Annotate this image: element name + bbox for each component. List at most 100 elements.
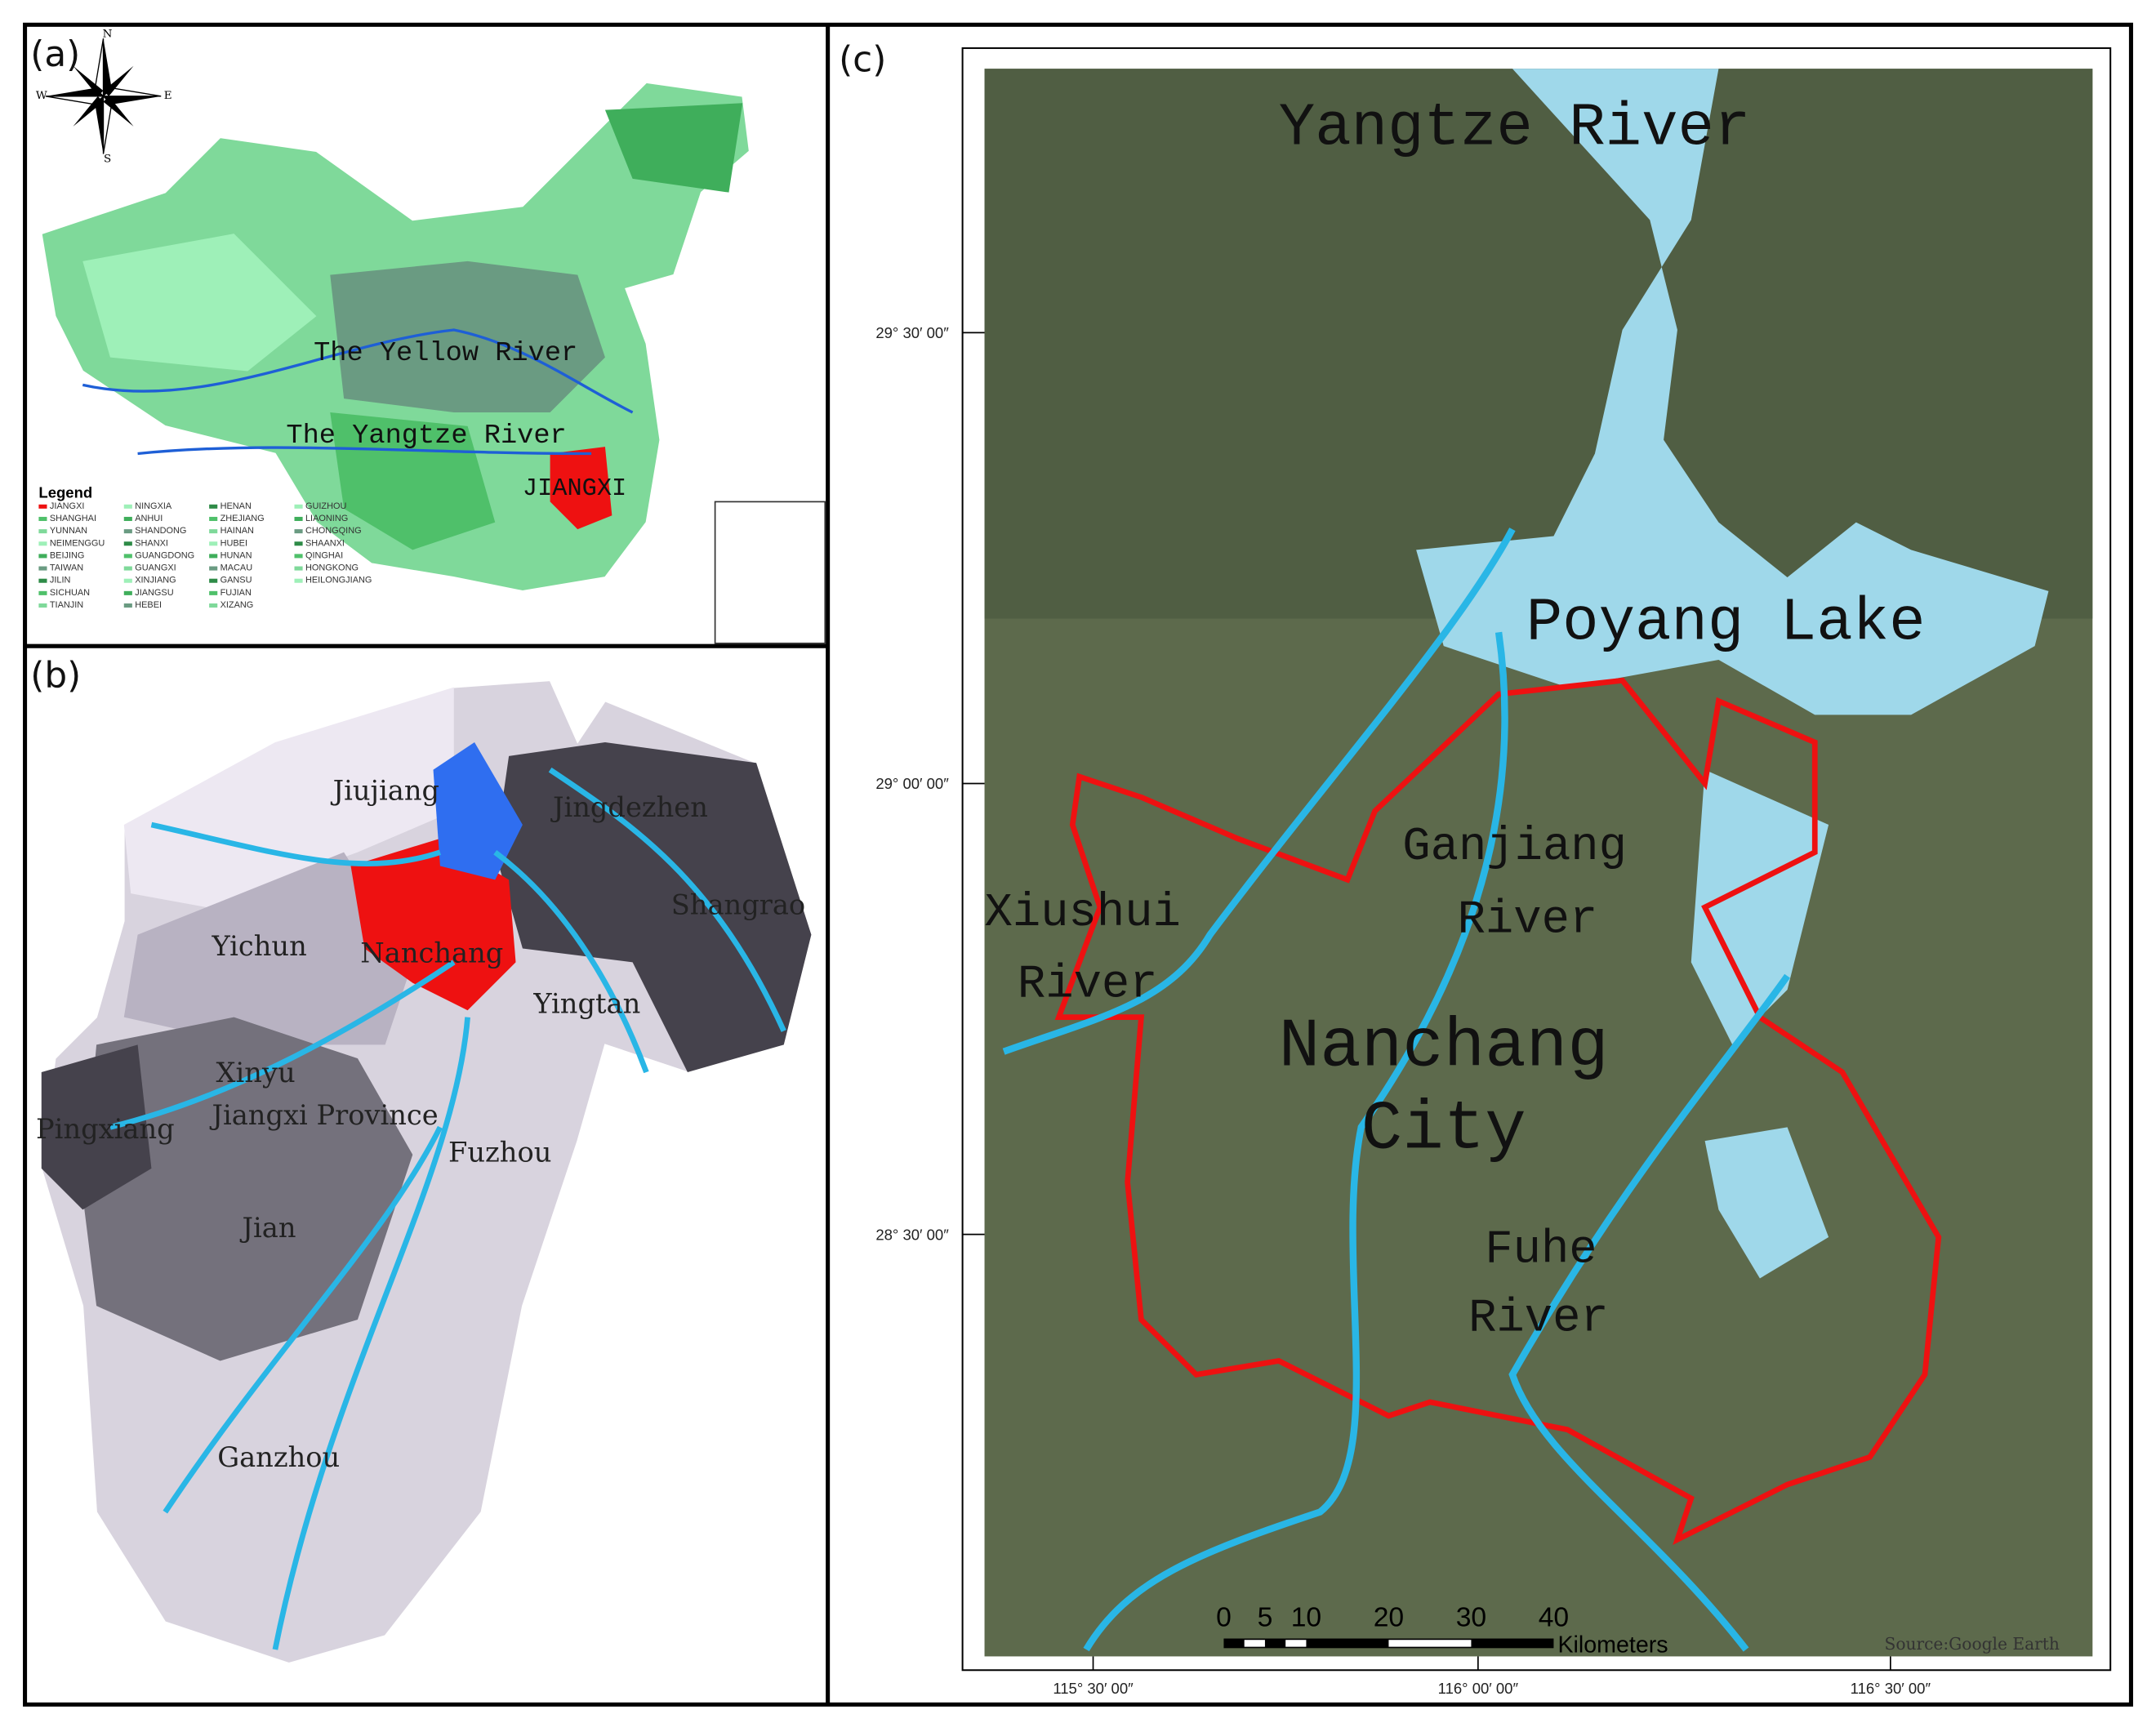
legend-label: SHANXI [135,538,168,548]
prefecture [123,687,454,907]
legend-label: BEIJING [50,550,85,560]
scale-bar-segment [1285,1640,1307,1647]
legend-swatch [209,578,218,583]
lat-label: 28° 30′ 00″ [875,1226,949,1243]
panel-label: (c) [839,39,886,81]
city-label: Jingdezhen [550,791,708,823]
legend-swatch [123,541,132,546]
legend-swatch [294,554,303,559]
legend-swatch [38,603,47,608]
rivers [1002,528,1791,1652]
mountains [984,69,2093,619]
jiangxi-highlight [550,447,612,530]
city-label: Jiujiang [331,775,439,807]
legend-swatch [38,578,47,583]
legend-swatch [294,578,303,583]
source-note: Source:Google Earth [1884,1634,2059,1654]
legend-label: HAINAN [220,526,254,536]
legend-label: FUJIAN [220,588,252,598]
legend-swatch [294,541,303,546]
legend-label: HEBEI [135,600,162,610]
legend-label: GUANGXI [135,563,176,573]
city-label: Nanchang [360,937,503,968]
legend-label: CHONGQING [305,526,362,536]
legend-label: QINGHAI [305,550,343,560]
legend-swatch [38,541,47,546]
city-label: Pingxiang [36,1113,175,1145]
place-label: Nanchang [1279,1009,1609,1087]
legend-swatch [123,603,132,608]
place-label: Yangtze River [1279,95,1751,163]
legend-swatch [294,516,303,521]
compass-s: S [104,154,111,166]
legend-swatch [294,566,303,571]
scale-labels: 0 5 10 20 30 40 [1216,1602,1569,1632]
place-label: Fuhe [1485,1223,1597,1276]
compass-n: N [103,28,113,40]
lon-label: 115° 30′ 00″ [1053,1680,1134,1697]
nanchang-boundary [1054,677,1942,1545]
place-label: River [1468,1292,1609,1345]
scale-bar-segment [1388,1640,1472,1647]
panel-label: (b) [30,655,81,697]
legend-swatch [209,504,218,509]
lat-label: 29° 30′ 00″ [875,324,949,341]
compass [45,38,162,154]
legend-label: YUNNAN [50,526,87,536]
city-label: Ganzhou [217,1441,340,1473]
city-label: Xinyu [216,1057,296,1089]
place-label: Xiushui [985,887,1181,940]
legend-label: GANSU [220,576,252,585]
legend-label: SICHUAN [50,588,90,598]
legend-label: ANHUI [135,514,163,523]
legend-label: SHANDONG [135,526,186,536]
legend: JIANGXI SHANGHAI YUNNAN NEIMENGGU BEIJING TAI… [38,501,372,610]
map-label: The Yangtze River [286,421,566,452]
legend-label: HUNAN [220,550,252,560]
legend-swatch [123,516,132,521]
province-block [330,260,605,412]
place-label: River [1458,893,1598,946]
legend-swatch [209,590,218,595]
scale-label: 0 [1216,1602,1232,1632]
legend-swatch [123,590,132,595]
legend-swatch [38,590,47,595]
poyang-lake [433,742,523,880]
province-block [330,412,496,550]
legend-title: Legend [38,483,92,501]
place-labels: Yangtze River Poyang Lake Ganjiang River Xiu… [985,95,1926,1346]
legend-swatch [209,541,218,546]
legend-label: GUANGDONG [135,550,194,560]
legend-label: MACAU [220,563,253,573]
legend-swatch [209,566,218,571]
river [82,328,634,414]
province-block [604,103,743,193]
legend-swatch [209,603,218,608]
city-label: Fuzhou [448,1136,551,1168]
legend-label: TIANJIN [50,600,83,610]
place-label: Ganjiang [1402,821,1627,874]
legend-swatch [38,504,47,509]
panel-a: N S E W (a) The Yellow River The Yangtze… [30,28,826,644]
legend-swatch [38,554,47,559]
legend-swatch [123,578,132,583]
scale-label: 40 [1539,1602,1569,1632]
legend-label: HONGKONG [305,563,359,573]
scale-unit: Kilometers [1557,1632,1668,1658]
prefecture [41,1044,152,1210]
compass-e: E [164,90,172,102]
lon-label: 116° 30′ 00″ [1851,1680,1931,1697]
city-label: Jian [240,1212,296,1244]
map-label: JIANGXI [523,475,626,503]
lat-label: 29° 00′ 00″ [875,775,949,792]
legend-swatch [38,529,47,534]
scale-label: 20 [1374,1602,1404,1632]
legend-swatch [209,516,218,521]
legend-label: SHANGHAI [50,514,96,523]
legend-label: JIANGSU [135,588,174,598]
city-labels: Jiujiang Jingdezhen Shangrao Nanchang Yichun… [36,775,805,1473]
legend-swatch [123,529,132,534]
legend-swatch [38,566,47,571]
scale-label: 10 [1291,1602,1321,1632]
